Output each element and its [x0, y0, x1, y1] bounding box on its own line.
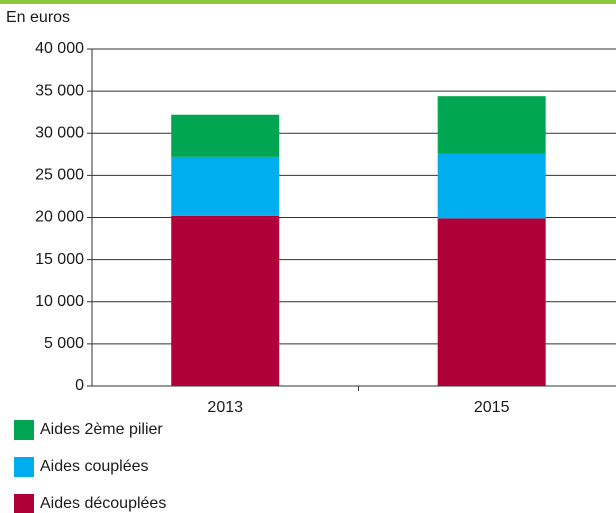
legend-swatch — [14, 420, 34, 440]
x-tick-label: 2015 — [474, 399, 510, 416]
y-tick-label: 20 000 — [35, 209, 84, 226]
legend-label: Aides 2ème pilier — [40, 421, 163, 438]
y-tick-label: 10 000 — [35, 293, 84, 310]
x-tick-label: 2013 — [207, 399, 243, 416]
legend-swatch — [14, 494, 34, 513]
legend-swatch — [14, 457, 34, 477]
bar-segment — [171, 114, 280, 157]
y-tick-label: 25 000 — [35, 167, 84, 184]
top-border — [0, 0, 616, 4]
bar-segment — [437, 153, 546, 219]
y-tick-label: 5 000 — [44, 335, 84, 352]
bar-segment — [437, 96, 546, 154]
bar-segment — [171, 215, 280, 386]
y-tick-label: 40 000 — [35, 40, 84, 57]
y-axis-label: En euros — [6, 9, 70, 26]
bar-segment — [171, 156, 280, 216]
bar-segment — [437, 218, 546, 386]
y-tick-label: 30 000 — [35, 124, 84, 141]
y-tick-label: 0 — [75, 377, 84, 394]
legend-label: Aides découplées — [40, 495, 166, 512]
y-tick-label: 15 000 — [35, 251, 84, 268]
y-tick-label: 35 000 — [35, 82, 84, 99]
legend-label: Aides couplées — [40, 458, 149, 475]
